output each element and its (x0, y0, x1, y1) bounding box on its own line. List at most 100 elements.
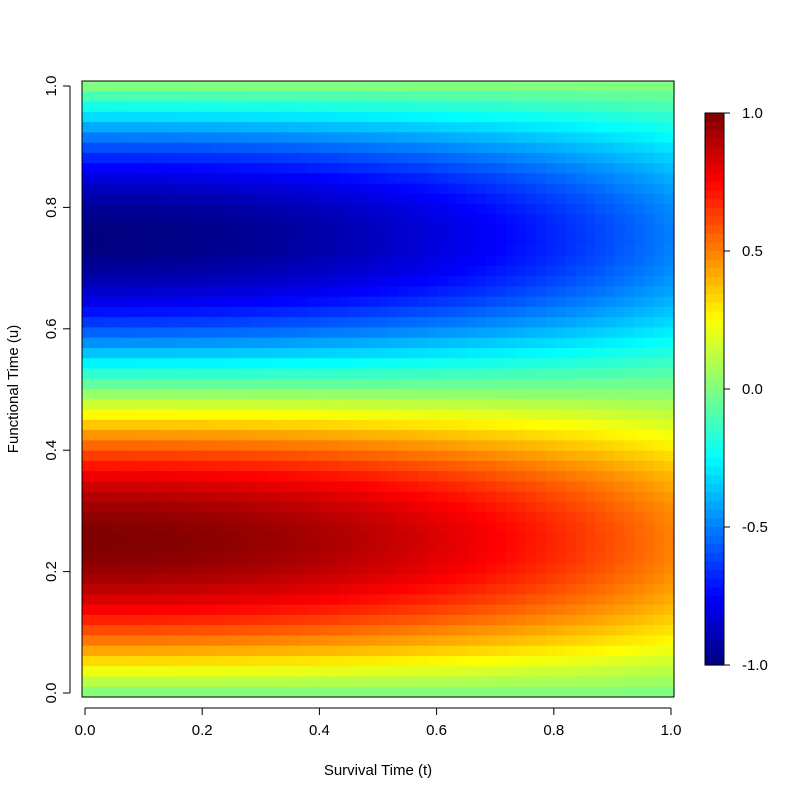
heatmap-cell (397, 193, 409, 205)
heatmap-cell (141, 532, 152, 544)
heatmap-cell (328, 399, 340, 411)
heatmap-cell (466, 512, 478, 524)
heatmap-cell (190, 193, 201, 205)
heatmap-cell (614, 163, 626, 174)
heatmap-cell (644, 152, 655, 164)
heatmap-cell (230, 655, 241, 667)
heatmap-cell (397, 645, 409, 657)
heatmap-cell (654, 142, 665, 154)
heatmap-cell (121, 81, 132, 92)
heatmap-cell (397, 543, 409, 554)
heatmap-cell (555, 625, 567, 636)
heatmap-cell (151, 553, 162, 565)
heatmap-cell (585, 142, 596, 154)
heatmap-cell (407, 358, 419, 370)
heatmap-cell (210, 512, 221, 524)
heatmap-cell (269, 666, 280, 678)
heatmap-cell (496, 532, 507, 544)
heatmap-cell (111, 604, 123, 616)
heatmap-cell (210, 142, 221, 154)
heatmap-cell (111, 91, 123, 103)
heatmap-cell (230, 122, 241, 133)
heatmap-cell (585, 645, 596, 657)
heatmap-cell (368, 101, 379, 113)
heatmap-cell (210, 522, 221, 534)
heatmap-cell (634, 666, 645, 678)
heatmap-cell (91, 491, 103, 503)
heatmap-cell (378, 563, 389, 575)
heatmap-cell (180, 81, 192, 92)
heatmap-cell (338, 430, 349, 441)
heatmap-cell (585, 389, 596, 400)
heatmap-cell (338, 440, 349, 452)
heatmap-cell (634, 512, 645, 524)
heatmap-cell (427, 183, 438, 195)
heatmap-cell (644, 419, 655, 431)
heatmap-cell (437, 173, 448, 185)
heatmap-cell (200, 358, 211, 370)
heatmap-cell (476, 604, 488, 616)
heatmap-cell (230, 101, 241, 113)
heatmap-cell (101, 614, 113, 626)
heatmap-cell (101, 337, 113, 349)
heatmap-cell (141, 224, 152, 236)
heatmap-cell (308, 358, 320, 370)
heatmap-cell (456, 163, 468, 174)
heatmap-cell (328, 204, 340, 216)
heatmap-cell (466, 224, 478, 236)
heatmap-cell (259, 378, 271, 390)
heatmap-cell (358, 91, 369, 103)
heatmap-cell (466, 132, 478, 144)
heatmap-cell (299, 655, 310, 667)
heatmap-cell (506, 409, 517, 421)
heatmap-cell (526, 563, 537, 575)
heatmap-cell (555, 389, 567, 400)
heatmap-cell (437, 152, 448, 164)
heatmap-cell (387, 440, 399, 452)
heatmap-cell (200, 111, 211, 123)
heatmap-cell (210, 573, 221, 585)
heatmap-cell (210, 122, 221, 133)
heatmap-cell (101, 306, 113, 318)
heatmap-cell (387, 471, 399, 482)
heatmap-cell (230, 553, 241, 565)
heatmap-cell (387, 389, 399, 400)
heatmap-cell (575, 183, 586, 195)
heatmap-cell (664, 471, 675, 482)
heatmap-cell (407, 543, 419, 554)
heatmap-cell (358, 276, 369, 287)
heatmap-cell (614, 573, 626, 585)
heatmap-cell (476, 224, 488, 236)
heatmap-cell (279, 193, 290, 205)
heatmap-cell (526, 193, 537, 205)
heatmap-cell (378, 368, 389, 380)
heatmap-cell (200, 522, 211, 534)
heatmap-cell (239, 440, 251, 452)
heatmap-cell (664, 183, 675, 195)
heatmap-cell (101, 686, 113, 698)
heatmap-cell (230, 666, 241, 678)
heatmap-cell (279, 255, 290, 267)
heatmap-cell (476, 450, 488, 462)
heatmap-cell (506, 563, 517, 575)
colorbar-swatch (705, 121, 724, 131)
heatmap-cell (506, 594, 517, 606)
heatmap-cell (634, 522, 645, 534)
heatmap-cell (506, 512, 517, 524)
heatmap-cell (101, 204, 113, 216)
heatmap-cell (614, 296, 626, 308)
heatmap-cell (476, 142, 488, 154)
heatmap-cell (565, 573, 576, 585)
heatmap-cell (318, 276, 330, 287)
heatmap-cell (289, 152, 300, 164)
heatmap-cell (417, 491, 428, 503)
heatmap-cell (160, 193, 172, 205)
heatmap-cell (604, 532, 616, 544)
heatmap-cell (91, 625, 103, 636)
heatmap-cell (200, 666, 211, 678)
heatmap-cell (200, 604, 211, 616)
heatmap-cell (644, 224, 655, 236)
heatmap-cell (516, 183, 527, 195)
heatmap-cell (565, 584, 576, 595)
heatmap-cell (259, 543, 271, 554)
